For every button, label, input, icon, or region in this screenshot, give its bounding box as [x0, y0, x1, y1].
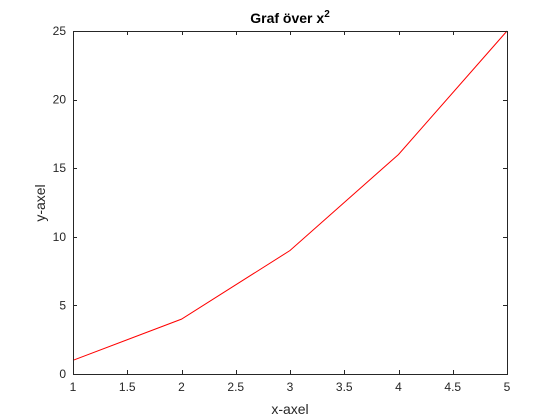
- y-tick-label: 20: [53, 93, 67, 107]
- data-point: [290, 250, 291, 251]
- y-axis-label: y-axel: [32, 184, 48, 221]
- y-tick-label: 5: [59, 298, 66, 312]
- y-tick-label: 15: [53, 161, 67, 175]
- series-layer: [72, 30, 508, 361]
- x-tick-label: 1.5: [119, 380, 136, 394]
- x-tick-label: 3.5: [336, 380, 353, 394]
- ticks-layer: 1 1.5 2 2.5 3 3.5 4 4.5 5 0 5 10 15 20 25: [53, 24, 511, 394]
- chart-title-superscript: 2: [324, 9, 330, 20]
- x-tick-label: 3: [287, 380, 294, 394]
- data-point: [398, 154, 399, 155]
- chart-title-main: Graf över x: [250, 10, 324, 26]
- y-tick-label: 25: [53, 24, 67, 38]
- x-tick-label: 1: [70, 380, 77, 394]
- x-tick-label: 2.5: [227, 380, 244, 394]
- x-axis-label: x-axel: [271, 401, 308, 417]
- y-tick-label: 0: [59, 367, 66, 381]
- data-point: [181, 319, 182, 320]
- x-tick-label: 2: [178, 380, 185, 394]
- x-tick-label: 4: [395, 380, 402, 394]
- series-line-0: [72, 30, 508, 361]
- x-tick-label: 4.5: [444, 380, 461, 394]
- plot-area: [73, 31, 507, 374]
- x-tick-label: 5: [504, 380, 511, 394]
- chart-title: Graf över x2: [250, 9, 330, 26]
- y-tick-label: 10: [53, 230, 67, 244]
